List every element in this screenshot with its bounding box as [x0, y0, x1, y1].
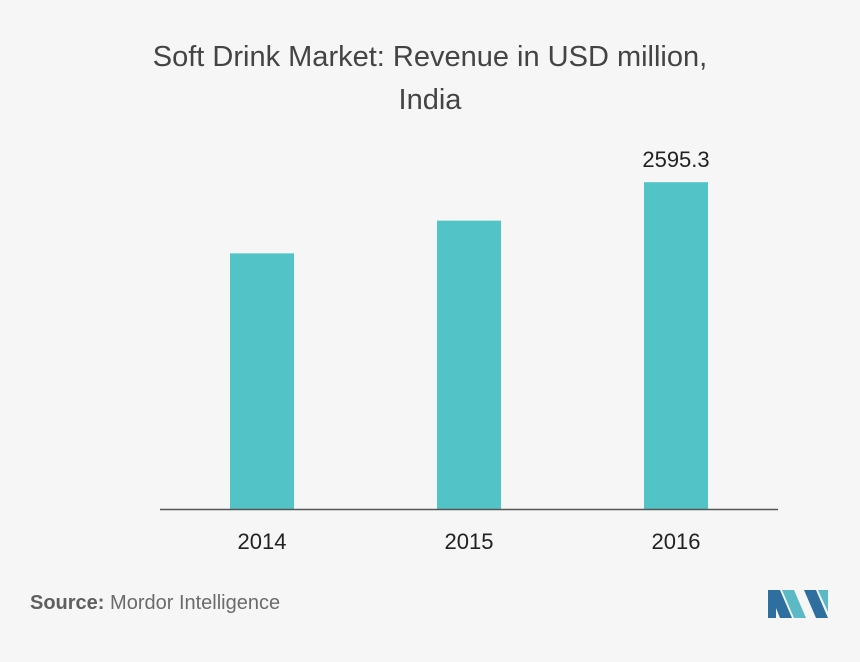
bar-2014 — [230, 253, 294, 509]
bar-chart: 2014 2015 2016 2595.3 — [160, 147, 778, 554]
bars-group — [230, 182, 708, 509]
labels-group: 2014 2015 2016 2595.3 — [238, 147, 710, 554]
x-tick-label: 2014 — [238, 529, 287, 554]
source-note: Source: Mordor Intelligence — [30, 592, 280, 615]
chart-title: Soft Drink Market: Revenue in USD millio… — [152, 41, 708, 116]
source-label: Source: — [30, 592, 105, 614]
data-label: 2595.3 — [642, 147, 709, 172]
source-text: Mordor Intelligence — [110, 592, 281, 614]
bar-2015 — [437, 220, 501, 509]
bar-2016 — [644, 182, 708, 509]
mordor-intelligence-logo-icon — [768, 590, 828, 618]
x-tick-label: 2016 — [652, 529, 701, 554]
x-tick-label: 2015 — [445, 529, 494, 554]
